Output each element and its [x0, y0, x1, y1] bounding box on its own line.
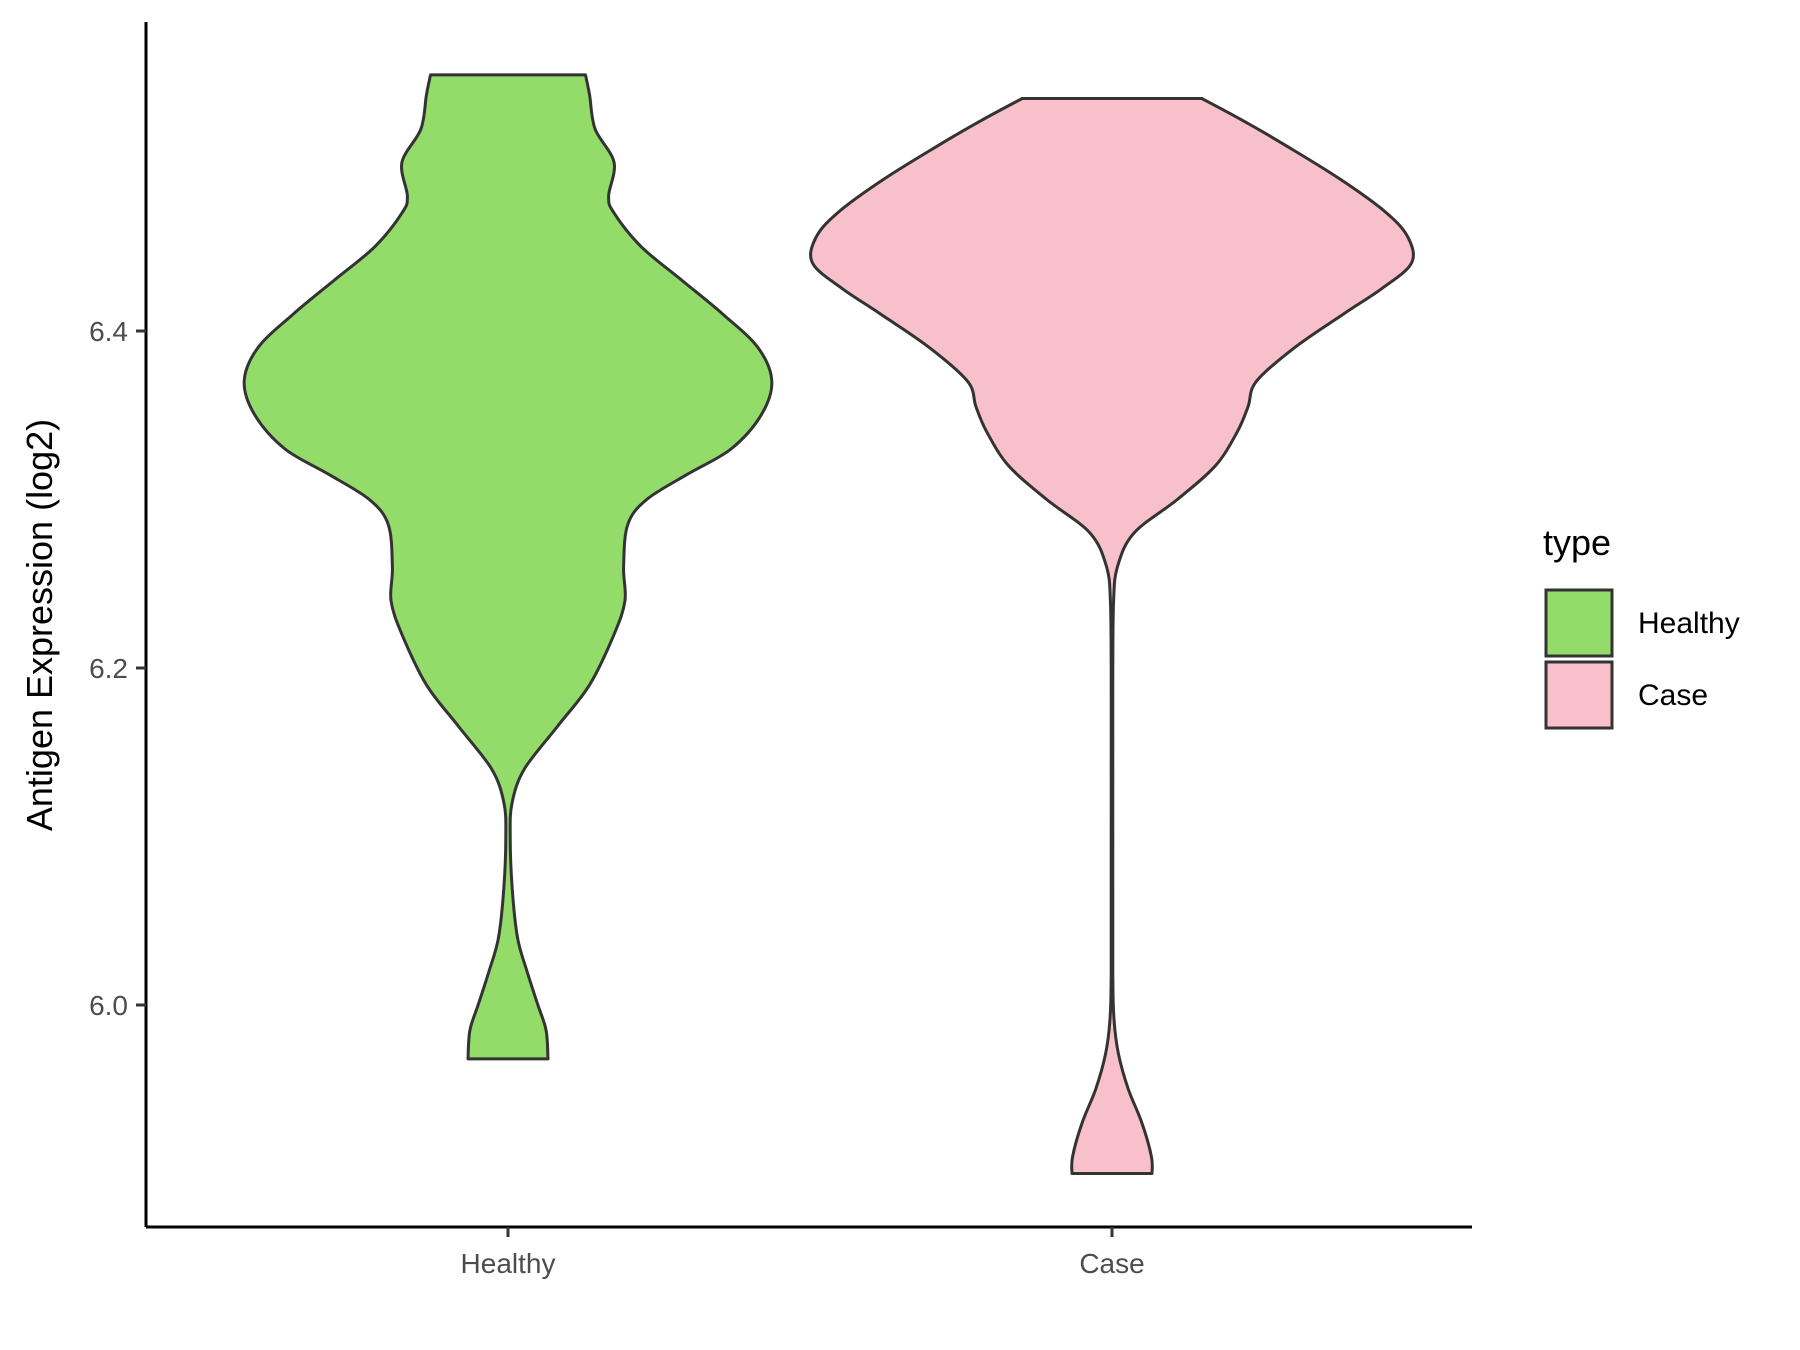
legend-swatch-case	[1544, 660, 1614, 730]
y-axis-title: Antigen Expression (log2)	[19, 419, 60, 831]
y-tick-label: 6.4	[89, 316, 128, 347]
legend-label-case: Case	[1638, 679, 1708, 712]
violin-case	[809, 97, 1415, 1175]
violin-healthy	[242, 73, 774, 1061]
y-tick-label: 6.2	[89, 653, 128, 684]
legend-entries: Healthy Case	[1544, 588, 1740, 730]
legend: type Healthy Case	[1543, 522, 1740, 730]
y-ticks: 6.0 6.2 6.4	[89, 316, 146, 1021]
x-tick-label: Case	[1079, 1248, 1144, 1279]
legend-swatch-healthy	[1544, 588, 1614, 658]
legend-label-healthy: Healthy	[1638, 607, 1740, 640]
y-tick-label: 6.0	[89, 990, 128, 1021]
x-ticks: Healthy Case	[461, 1227, 1145, 1279]
x-tick-label: Healthy	[461, 1248, 556, 1279]
violins	[242, 73, 1415, 1175]
legend-title: type	[1543, 522, 1611, 563]
